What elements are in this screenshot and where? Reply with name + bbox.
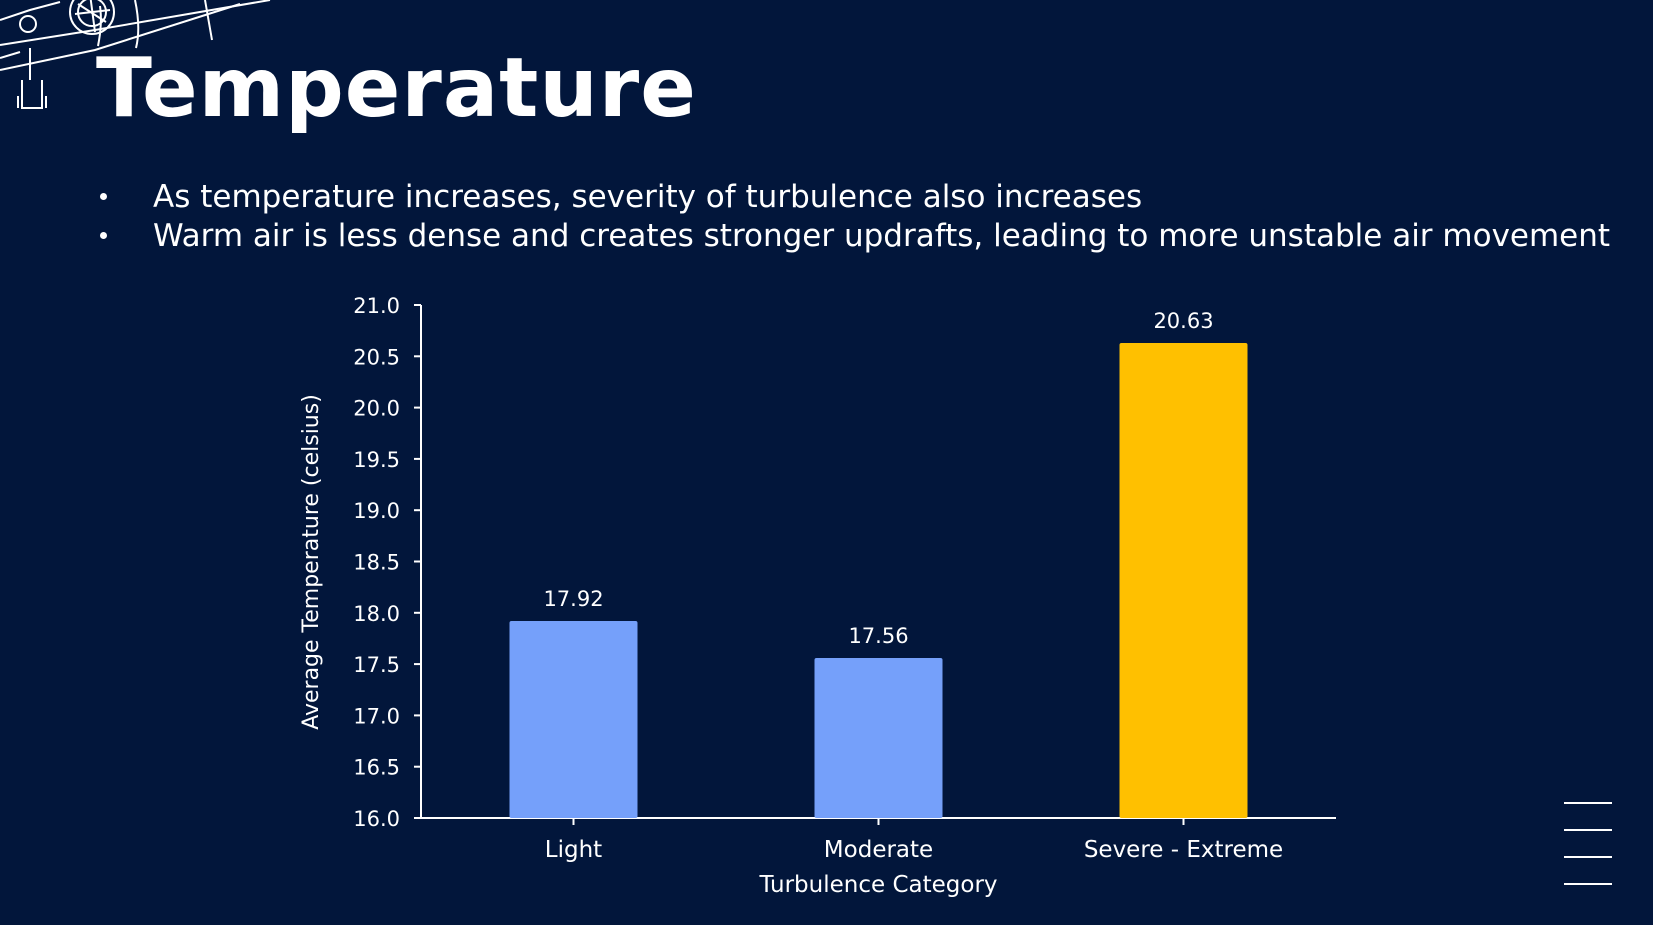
page-title: Temperature xyxy=(96,41,697,136)
menu-lines-icon xyxy=(1564,802,1612,890)
data-label: 20.63 xyxy=(1153,309,1213,333)
y-tick-label: 20.0 xyxy=(353,397,400,421)
y-tick-label: 20.5 xyxy=(353,345,400,369)
menu-line xyxy=(1564,883,1612,885)
menu-line xyxy=(1564,856,1612,858)
y-tick-label: 17.5 xyxy=(353,653,400,677)
bullet-text: As temperature increases, severity of tu… xyxy=(153,179,1143,215)
data-label: 17.92 xyxy=(543,587,603,611)
y-tick-label: 16.5 xyxy=(353,756,400,780)
bullet-item: Warm air is less dense and creates stron… xyxy=(0,217,1653,255)
y-tick-label: 18.0 xyxy=(353,602,400,626)
y-tick-label: 16.0 xyxy=(353,807,400,831)
menu-line xyxy=(1564,802,1612,804)
bullet-icon xyxy=(100,193,107,200)
airplane-sketch-icon xyxy=(0,0,271,109)
y-tick-label: 19.5 xyxy=(353,448,400,472)
x-tick-label: Moderate xyxy=(824,837,933,863)
y-tick-label: 18.5 xyxy=(353,551,400,575)
bullet-icon xyxy=(100,232,107,239)
bullet-text: Warm air is less dense and creates stron… xyxy=(153,218,1611,254)
x-tick-label: Severe - Extreme xyxy=(1084,837,1283,863)
bar xyxy=(509,621,638,818)
y-tick-label: 17.0 xyxy=(353,704,400,728)
y-tick-label: 21.0 xyxy=(353,294,400,318)
bar xyxy=(814,657,943,818)
menu-line xyxy=(1564,829,1612,831)
bullet-item: As temperature increases, severity of tu… xyxy=(0,178,1653,216)
y-axis-title: Average Temperature (celsius) xyxy=(299,394,324,730)
x-tick-label: Light xyxy=(545,837,602,863)
bar xyxy=(1119,342,1248,818)
data-label: 17.56 xyxy=(848,624,908,648)
y-tick-label: 19.0 xyxy=(353,499,400,523)
x-axis-title: Turbulence Category xyxy=(758,872,997,898)
